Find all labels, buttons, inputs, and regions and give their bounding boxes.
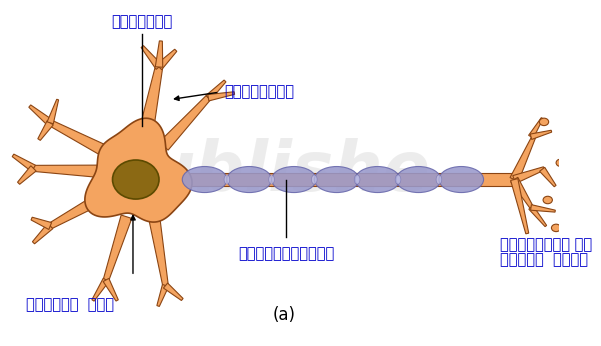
Polygon shape (149, 218, 168, 286)
Polygon shape (155, 41, 163, 67)
Polygon shape (530, 130, 552, 139)
Ellipse shape (355, 175, 360, 184)
Polygon shape (163, 283, 183, 300)
Polygon shape (33, 165, 97, 177)
Text: (a): (a) (272, 306, 295, 324)
Polygon shape (92, 278, 109, 301)
Polygon shape (529, 118, 543, 138)
Polygon shape (513, 167, 545, 183)
Polygon shape (159, 95, 210, 150)
Polygon shape (511, 177, 534, 210)
Ellipse shape (314, 166, 359, 193)
Text: तंत्रिकाक्ष: तंत्रिकाक्ष (238, 246, 335, 262)
Polygon shape (206, 80, 226, 100)
Polygon shape (49, 191, 107, 229)
Polygon shape (510, 134, 537, 181)
Polygon shape (531, 205, 555, 212)
Polygon shape (31, 217, 52, 229)
Ellipse shape (224, 175, 230, 184)
Ellipse shape (436, 175, 442, 184)
Ellipse shape (396, 166, 441, 193)
Text: ublishe: ublishe (146, 138, 431, 205)
Ellipse shape (269, 175, 274, 184)
Ellipse shape (112, 160, 159, 199)
Ellipse shape (439, 166, 484, 193)
Polygon shape (85, 118, 192, 222)
Polygon shape (38, 121, 53, 140)
Ellipse shape (543, 196, 552, 204)
Polygon shape (103, 279, 118, 301)
Ellipse shape (539, 118, 549, 126)
Polygon shape (12, 154, 35, 172)
Text: अंतिम  सिरा: अंतिम सिरा (500, 252, 588, 267)
Polygon shape (540, 167, 556, 187)
Text: केंद्रक: केंद्रक (112, 14, 173, 29)
Ellipse shape (272, 166, 316, 193)
Polygon shape (156, 49, 177, 70)
Polygon shape (47, 99, 58, 124)
Polygon shape (138, 66, 163, 138)
Text: द्रुमिका: द्रुमिका (224, 85, 294, 100)
Polygon shape (141, 46, 162, 69)
Text: तंत्रिका का: तंत्रिका का (500, 237, 593, 252)
Ellipse shape (227, 166, 272, 193)
Polygon shape (208, 92, 234, 101)
Polygon shape (157, 284, 169, 307)
Polygon shape (511, 179, 529, 234)
Ellipse shape (355, 166, 400, 193)
Polygon shape (529, 206, 547, 227)
Text: कोशिका  काय: कोशिका काय (26, 297, 114, 312)
Ellipse shape (182, 166, 227, 193)
Ellipse shape (395, 175, 401, 184)
Polygon shape (29, 105, 52, 126)
Polygon shape (182, 173, 514, 186)
Polygon shape (17, 166, 36, 184)
Polygon shape (103, 215, 132, 281)
Ellipse shape (556, 159, 566, 166)
Ellipse shape (311, 175, 317, 184)
Polygon shape (32, 224, 53, 244)
Ellipse shape (552, 224, 561, 231)
Polygon shape (49, 120, 111, 158)
